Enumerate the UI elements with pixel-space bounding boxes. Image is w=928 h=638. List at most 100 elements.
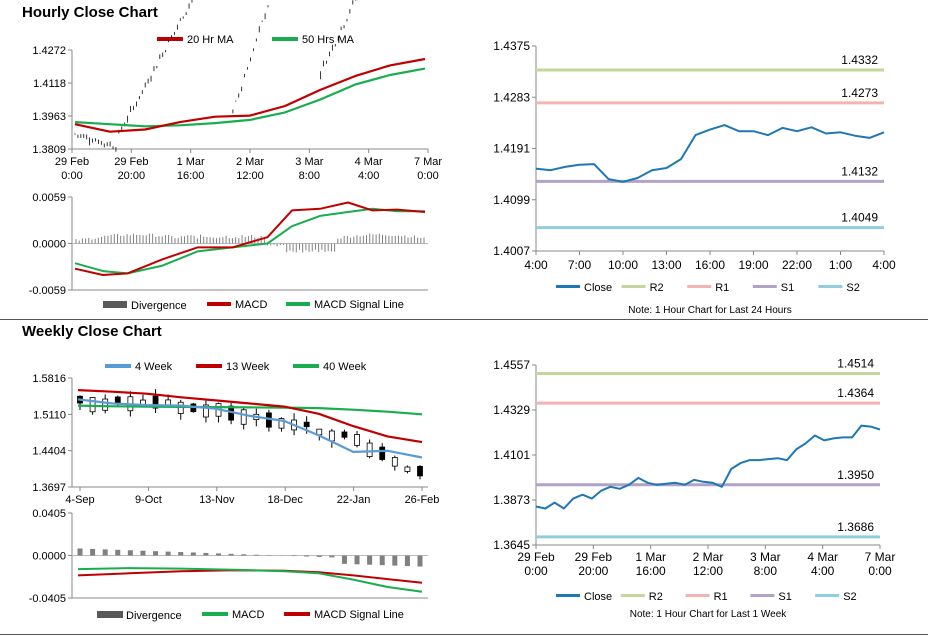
hourly-macd-ytick-label: -0.0059 <box>29 285 66 297</box>
hourly-close-ytick-label: 1.4375 <box>493 39 530 53</box>
weekly-close-xtick-date: 29 Feb <box>575 550 613 564</box>
weekly-candle-body <box>354 434 360 446</box>
weekly-close-legend-close-label: Close <box>584 591 612 603</box>
weekly-close-note: Note: 1 Hour Chart for Last 1 Week <box>630 609 788 620</box>
weekly-price-ytick-label: 1.5110 <box>33 409 66 421</box>
hourly-legend-50hr-swatch <box>272 37 298 41</box>
hourly-legend-20hr-swatch <box>157 37 183 41</box>
weekly-divergence-bar <box>316 555 322 557</box>
weekly-price-xtick-label: 4-Sep <box>65 494 94 506</box>
weekly-candle-body <box>341 431 348 438</box>
hourly-close-close-line <box>535 124 885 183</box>
weekly-candle-body <box>240 409 247 425</box>
hourly-price-xtick-time: 4:00 <box>358 170 379 182</box>
hourly-price-xtick-time: 8:00 <box>299 170 320 182</box>
weekly-close-xtick-time: 16:00 <box>636 564 666 578</box>
hourly-legend-signal-swatch <box>286 302 310 306</box>
hourly-close-legend-s2-label: S2 <box>846 282 859 294</box>
hourly-close-xtick-label: 13:00 <box>651 258 681 272</box>
hourly-price-ytick-label: 1.4118 <box>33 78 66 90</box>
weekly-divergence-bar <box>417 555 423 567</box>
weekly-close-ytick-label: 1.4557 <box>493 358 530 372</box>
weekly-close-legend-s2-label: S2 <box>843 591 856 603</box>
weekly-legend-4wk-swatch <box>105 364 131 368</box>
hourly-close-level-label-r1: 1.4273 <box>841 86 878 100</box>
hourly-close-ytick-label: 1.4099 <box>493 193 530 207</box>
weekly-close-xtick-time: 4:00 <box>811 564 835 578</box>
weekly-close-level-label-s1: 1.3950 <box>837 468 874 482</box>
weekly-close-legend-r1-label: R1 <box>714 591 728 603</box>
hourly-close-xtick-label: 4:00 <box>872 258 896 272</box>
weekly-divergence-bar <box>127 550 133 556</box>
hourly-close-legend-r1-label: R1 <box>715 282 729 294</box>
weekly-candle-body <box>379 446 386 460</box>
hourly-close-xtick-label: 16:00 <box>695 258 725 272</box>
weekly-legend-13wk-swatch <box>196 364 222 368</box>
hourly-close-level-label-s2: 1.4049 <box>841 211 878 225</box>
weekly-divergence-bar <box>178 552 184 556</box>
hourly-price-xtick-time: 12:00 <box>236 170 264 182</box>
weekly-divergence-bar <box>190 552 196 556</box>
hourly-close-note: Note: 1 Hour Chart for Last 24 Hours <box>628 305 791 316</box>
hourly-price-xtick-date: 4 Mar <box>355 156 383 168</box>
hourly-price-xtick-time: 0:00 <box>61 170 82 182</box>
hourly-close-xtick-label: 1:00 <box>829 258 853 272</box>
hourly-close-xtick-label: 7:00 <box>568 258 592 272</box>
weekly-divergence-bar <box>341 555 347 564</box>
hourly-price-xtick-time: 16:00 <box>177 170 205 182</box>
weekly-divergence-bar <box>102 549 108 556</box>
hourly-price-ytick-label: 1.4272 <box>32 45 66 57</box>
hourly-close-xtick-label: 22:00 <box>782 258 812 272</box>
weekly-legend-13wk-label: 13 Week <box>226 361 270 373</box>
weekly-macd-ytick-label: 0.0000 <box>32 551 66 563</box>
weekly-close-xtick-time: 0:00 <box>868 564 892 578</box>
weekly-candle-body <box>404 466 411 472</box>
weekly-close-ytick-label: 1.3645 <box>493 538 530 552</box>
weekly-legend-4wk-label: 4 Week <box>135 361 173 373</box>
weekly-13wk-line <box>77 389 423 444</box>
weekly-4wk-line <box>77 398 423 459</box>
weekly-macd-signal-line <box>77 569 423 584</box>
hourly-section-title: Hourly Close Chart <box>22 4 158 21</box>
hourly-price-ytick-label: 1.3809 <box>32 144 66 156</box>
weekly-divergence-bar <box>203 552 209 556</box>
weekly-divergence-bar <box>304 555 310 557</box>
weekly-close-legend-s1-label: S1 <box>778 591 791 603</box>
weekly-close-legend-r2-swatch <box>620 594 645 597</box>
weekly-close-xtick-time: 8:00 <box>754 564 778 578</box>
hourly-ma50-line <box>74 67 426 128</box>
hourly-close-ytick-label: 1.4191 <box>493 142 530 156</box>
hourly-macd-line <box>74 201 426 276</box>
weekly-divergence-bar <box>165 551 171 556</box>
weekly-divergence-bar <box>329 555 335 558</box>
hourly-close-legend-s1-swatch <box>752 285 777 288</box>
weekly-price-ytick-label: 1.3697 <box>32 482 66 494</box>
weekly-price-xtick-label: 22-Jan <box>337 494 371 506</box>
hourly-price-xtick-date: 29 Feb <box>114 156 148 168</box>
weekly-close-xtick-date: 1 Mar <box>635 550 666 564</box>
hourly-legend-50hr-label: 50 Hrs MA <box>302 34 355 46</box>
weekly-candle-body <box>303 421 310 428</box>
weekly-price-ytick-label: 1.5816 <box>32 373 66 385</box>
weekly-divergence-bar <box>216 553 222 556</box>
weekly-macd-ytick-label: 0.0405 <box>32 508 66 520</box>
weekly-divergence-bar <box>140 550 146 556</box>
weekly-candle-body <box>114 396 121 404</box>
weekly-legend-macd-swatch <box>202 612 228 616</box>
weekly-candle-body <box>203 404 209 418</box>
hourly-close-xtick-label: 19:00 <box>738 258 768 272</box>
weekly-40wk-line <box>77 404 423 416</box>
hourly-legend-divergence-label: Divergence <box>131 300 187 312</box>
weekly-close-legend-r2-label: R2 <box>649 591 663 603</box>
hourly-close-legend-s1-label: S1 <box>781 282 794 294</box>
weekly-price-xtick-label: 18-Dec <box>267 494 303 506</box>
weekly-close-xtick-time: 12:00 <box>693 564 723 578</box>
hourly-price-ytick-label: 1.3963 <box>32 111 66 123</box>
section-divider <box>0 319 928 320</box>
weekly-close-level-label-r2: 1.4514 <box>837 356 874 370</box>
hourly-close-level-label-r2: 1.4332 <box>841 53 878 67</box>
weekly-divergence-bar <box>253 554 259 556</box>
weekly-close-legend-r1-swatch <box>685 594 710 597</box>
hourly-legend-signal-label: MACD Signal Line <box>314 299 404 311</box>
